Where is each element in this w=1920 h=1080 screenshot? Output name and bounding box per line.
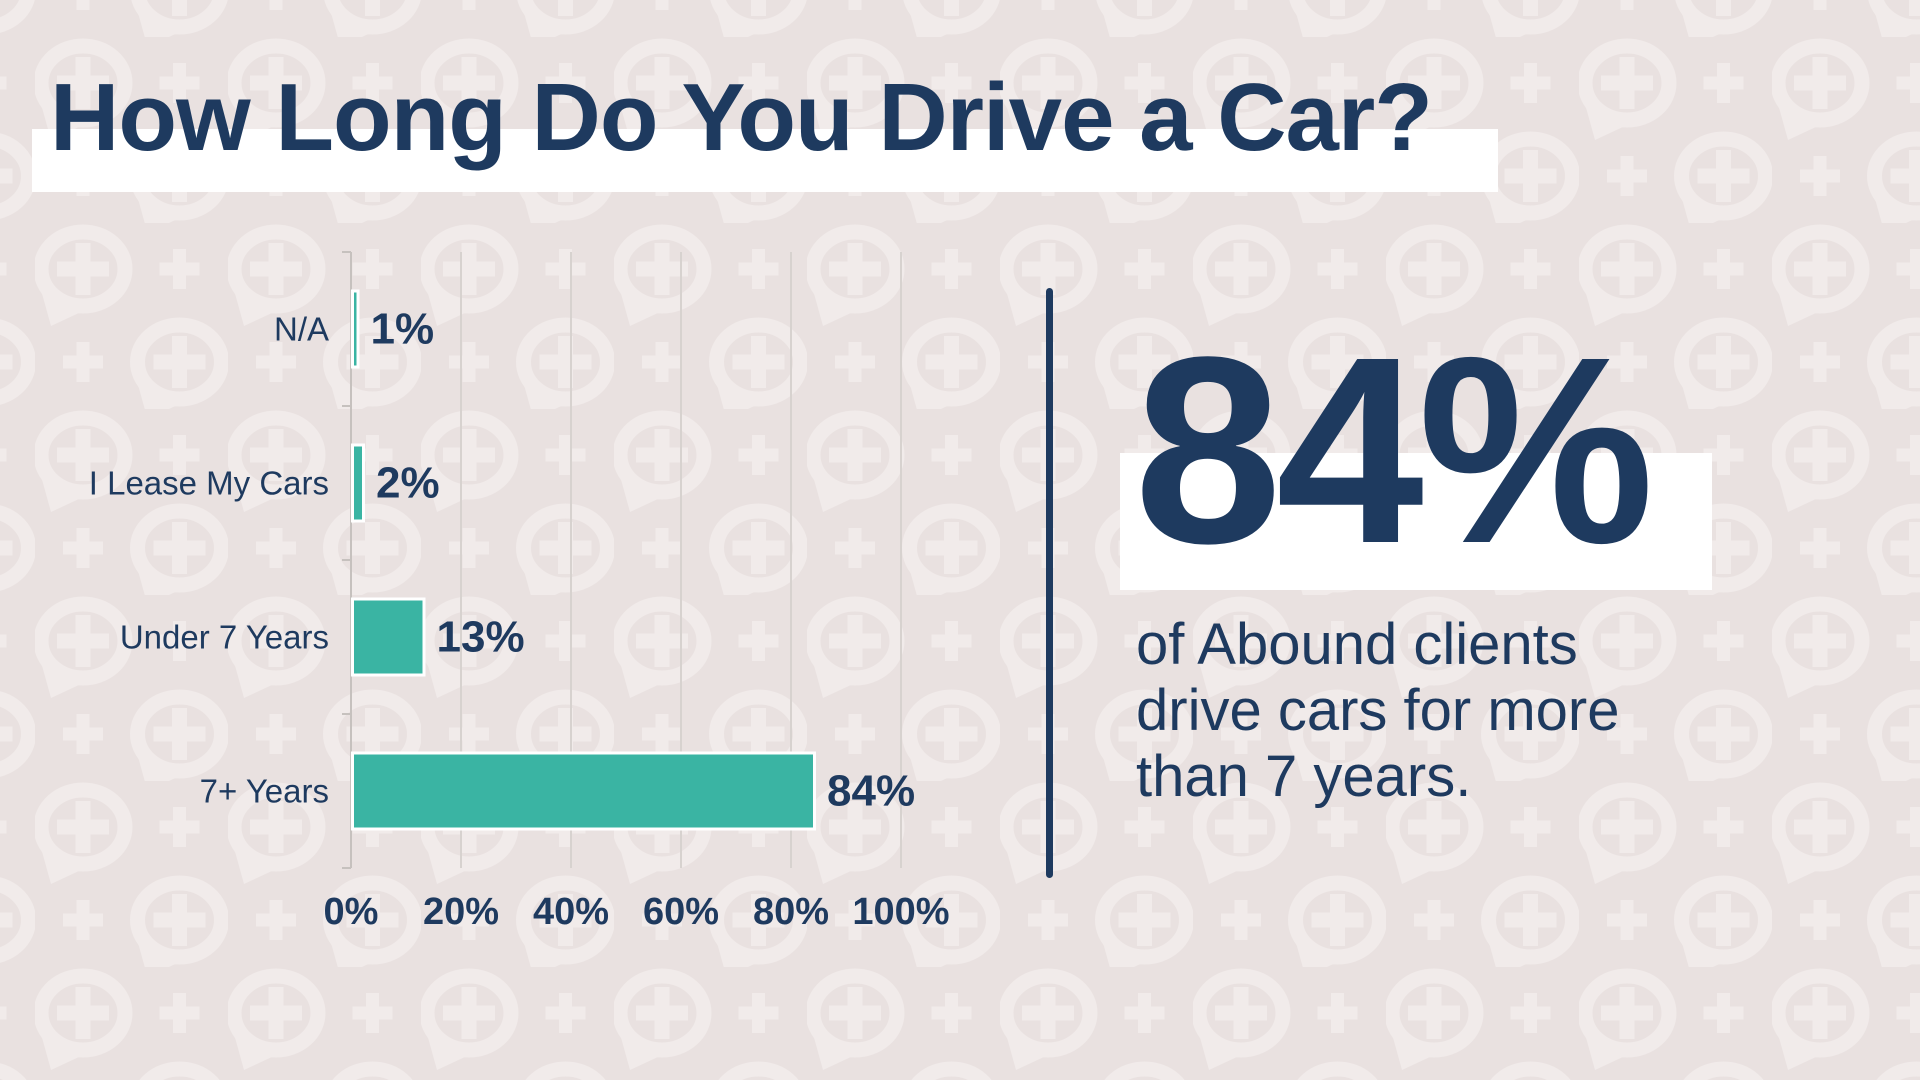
- page-title: How Long Do You Drive a Car?: [50, 64, 1433, 171]
- stat-description-line: drive cars for more: [1136, 678, 1620, 743]
- category-label: I Lease My Cars: [89, 465, 329, 502]
- bar-value-label: 13%: [437, 613, 525, 662]
- bar: [351, 289, 360, 369]
- x-axis-tick-label: 40%: [533, 891, 609, 933]
- x-axis-tick-label: 0%: [324, 891, 379, 933]
- x-axis-tick-label: 20%: [423, 891, 499, 933]
- bar: [351, 443, 365, 523]
- category-label: N/A: [274, 311, 329, 348]
- stat-description-line: than 7 years.: [1136, 744, 1472, 809]
- stat-highlight-band: [1120, 453, 1712, 590]
- bar-value-label: 84%: [827, 767, 915, 816]
- x-axis-tick-label: 80%: [753, 891, 829, 933]
- x-axis-tick-label: 60%: [643, 891, 719, 933]
- stat-description-line: of Abound clients: [1136, 612, 1578, 677]
- bar-chart: 0% 20% 40% 60% 80% 100% N/A 1% I Lease My Cars 2%…: [89, 251, 950, 933]
- x-axis-tick-label: 100%: [852, 891, 949, 933]
- stat-description: of Abound clients drive cars for more th…: [1136, 612, 1619, 810]
- bar-value-label: 1%: [371, 305, 435, 354]
- category-label: Under 7 Years: [120, 619, 329, 656]
- category-label: 7+ Years: [200, 773, 329, 810]
- bar: [351, 751, 816, 831]
- bar: [351, 597, 426, 677]
- section-divider-line: [1046, 288, 1053, 878]
- bar-value-label: 2%: [376, 459, 440, 508]
- title-highlight-band: [32, 129, 1498, 192]
- stat-value: 84%: [1134, 302, 1654, 599]
